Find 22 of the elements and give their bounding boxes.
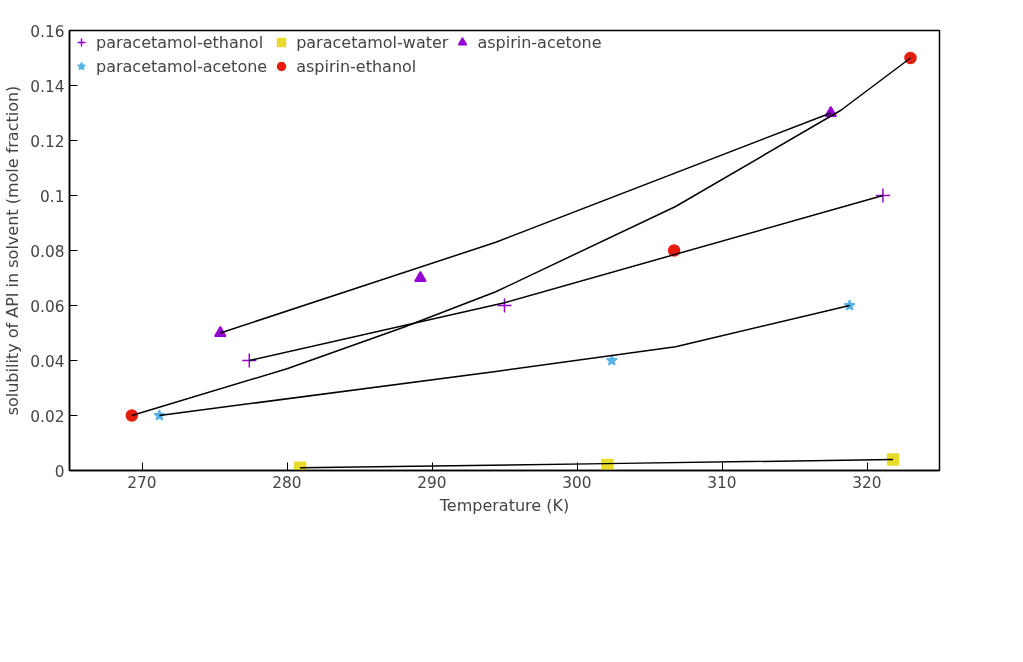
x-axis-title: Temperature (K) bbox=[438, 495, 570, 515]
y-tick-label: 0.02 bbox=[30, 407, 65, 426]
legend-label: aspirin-acetone bbox=[477, 32, 602, 52]
y-tick-label: 0.1 bbox=[40, 187, 65, 206]
x-tick-label: 300 bbox=[562, 473, 592, 492]
y-tick-label: 0.06 bbox=[30, 297, 65, 316]
y-tick-label: 0.08 bbox=[30, 242, 65, 261]
y-tick-label: 0.14 bbox=[30, 77, 65, 96]
y-tick-label: 0.16 bbox=[30, 22, 65, 41]
x-tick-label: 270 bbox=[127, 473, 157, 492]
legend-label: paracetamol-acetone bbox=[96, 56, 268, 76]
x-tick-label: 310 bbox=[707, 473, 737, 492]
y-tick-label: 0.12 bbox=[30, 132, 65, 151]
x-tick-label: 280 bbox=[272, 473, 302, 492]
y-tick-label: 0.04 bbox=[30, 352, 65, 371]
y-tick-label: 0 bbox=[54, 462, 65, 481]
x-tick-label: 290 bbox=[417, 473, 447, 492]
y-axis-title: solubility of API in solvent (mole fraction) bbox=[3, 85, 23, 416]
legend-label: aspirin-ethanol bbox=[296, 56, 417, 76]
legend-label: paracetamol-water bbox=[296, 32, 449, 52]
legend-label: paracetamol-ethanol bbox=[96, 32, 264, 52]
x-tick-label: 320 bbox=[852, 473, 882, 492]
